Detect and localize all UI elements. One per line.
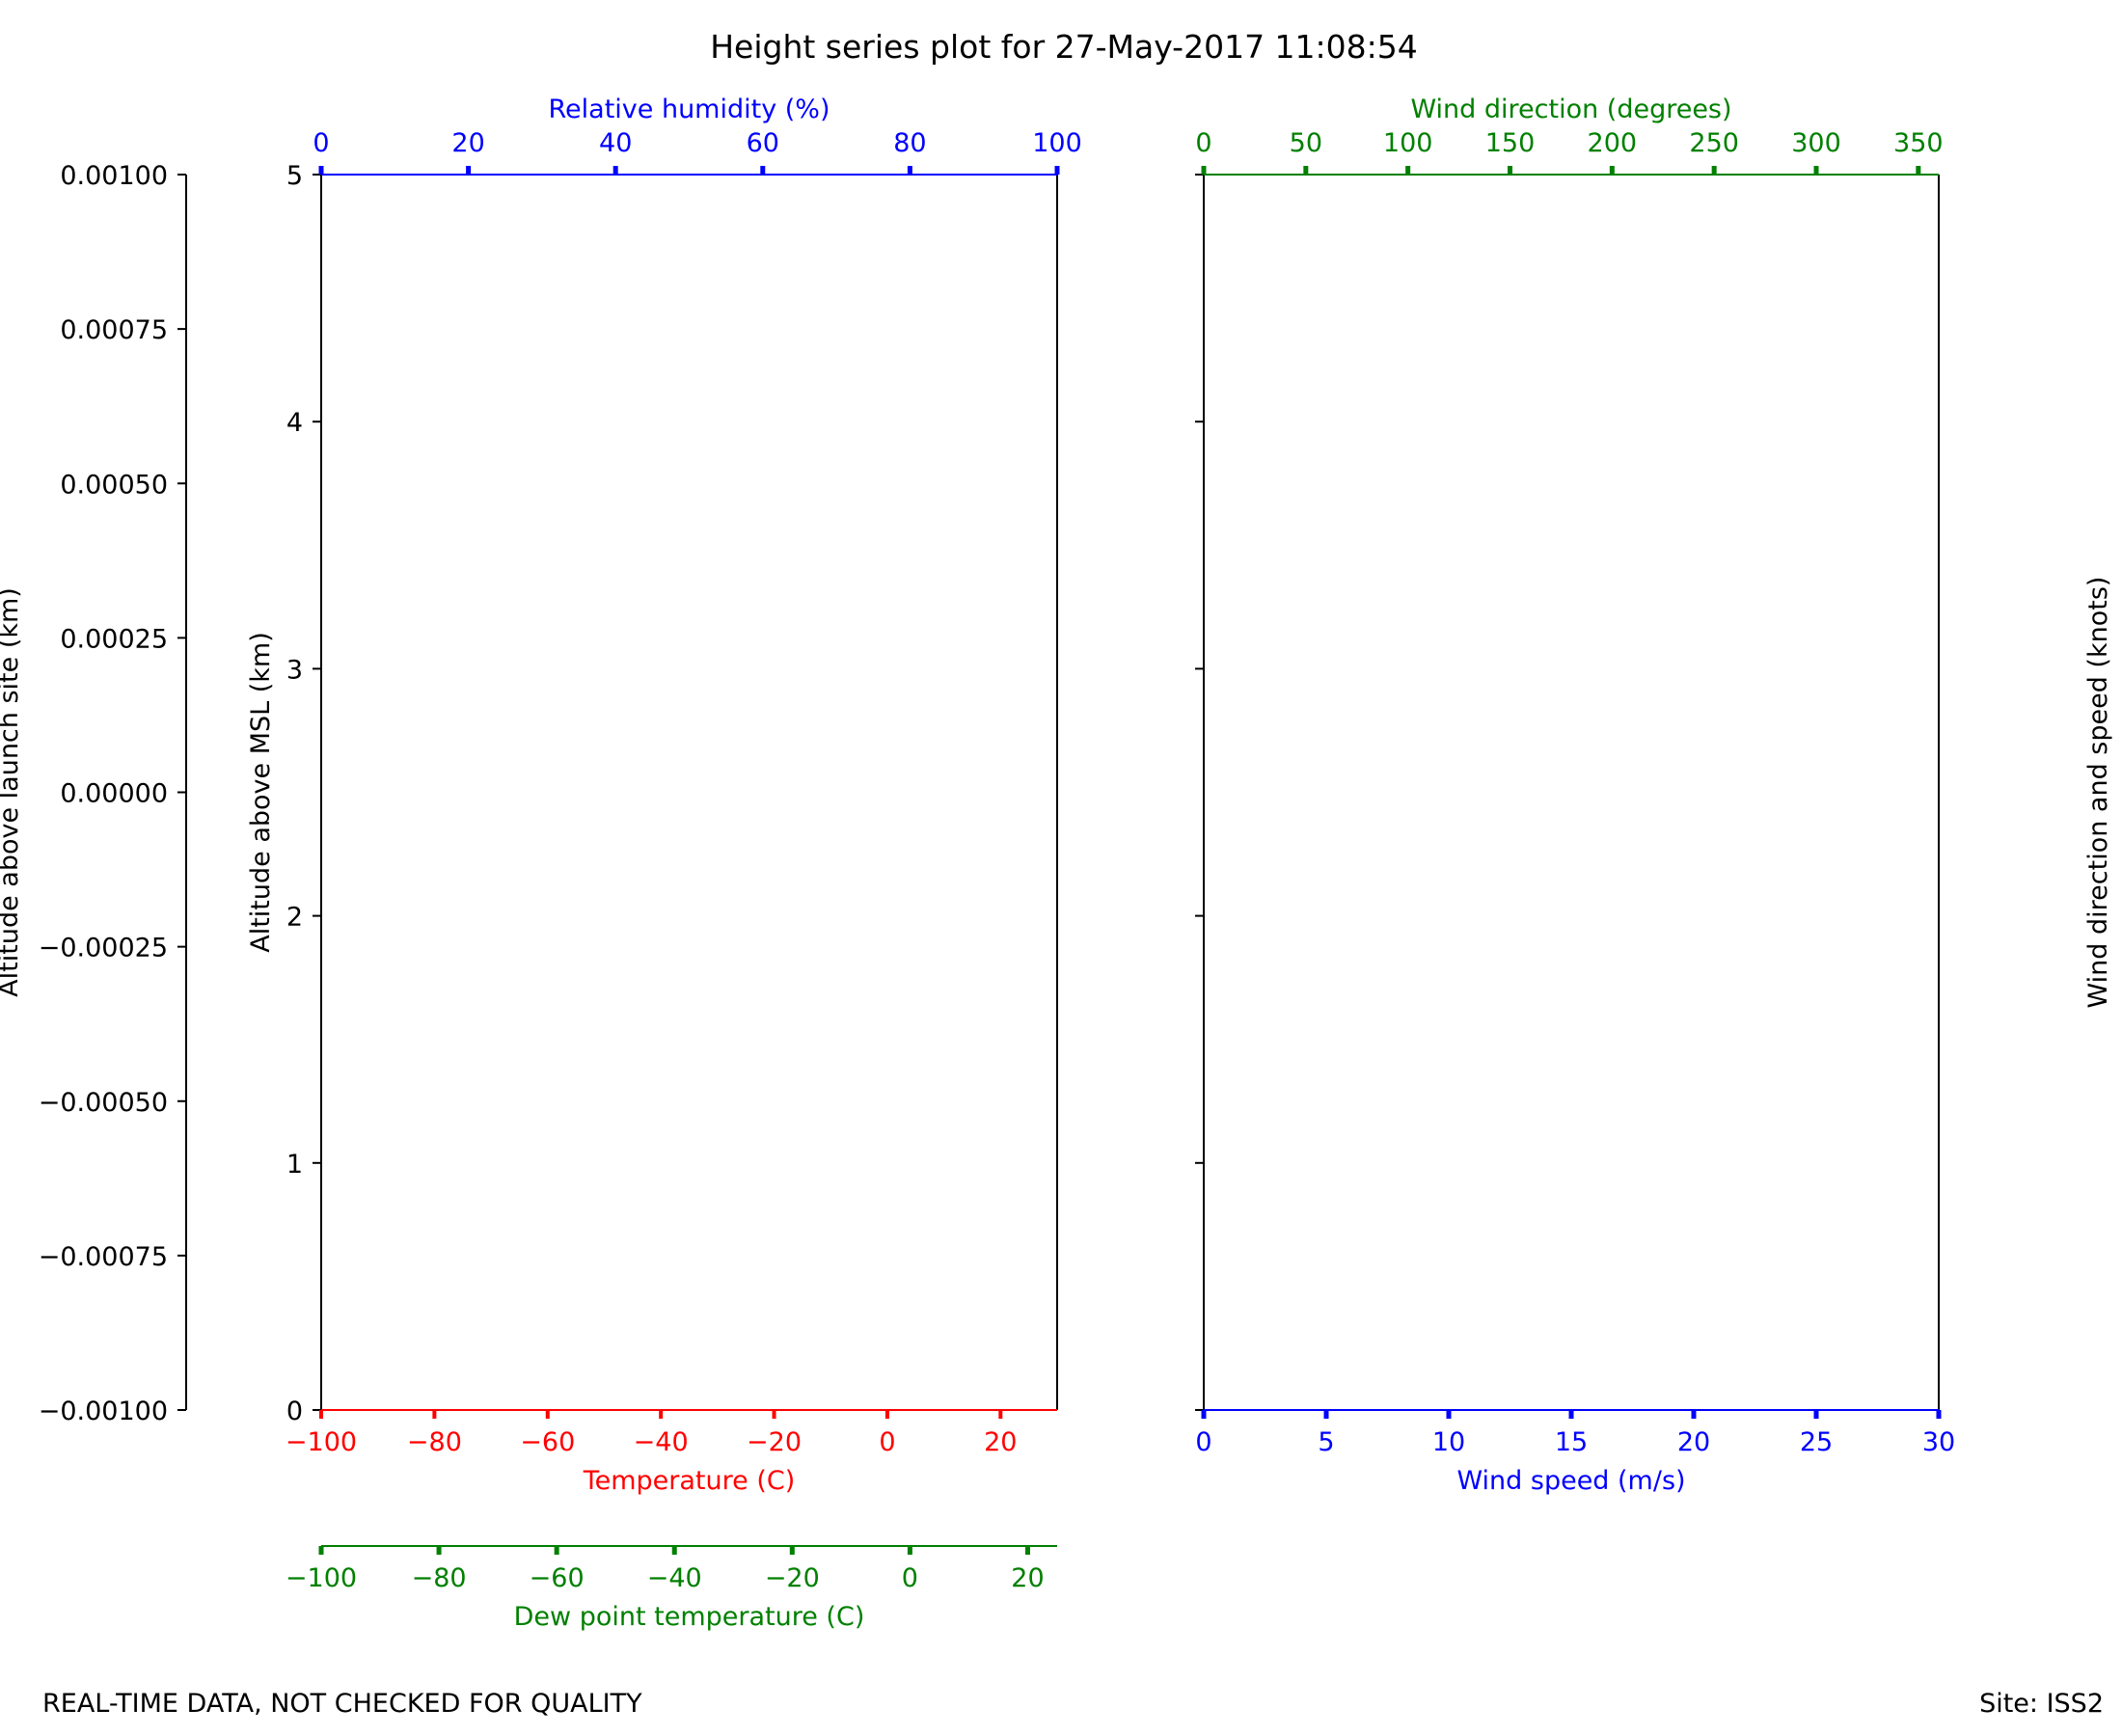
temperature-tick-label: −80 xyxy=(407,1427,462,1457)
wind-speed-tick-label: 10 xyxy=(1432,1427,1465,1457)
launch-altitude-tick-label: 0.00100 xyxy=(60,161,168,191)
msl-altitude-tick-label: 0 xyxy=(286,1397,303,1426)
wind-direction-tick-label: 350 xyxy=(1893,128,1944,158)
wind-direction-tick-label: 150 xyxy=(1485,128,1536,158)
temperature-tick-label: −60 xyxy=(520,1427,575,1457)
launch-altitude-tick-label: −0.00025 xyxy=(39,934,168,963)
rh-tick-label: 20 xyxy=(451,128,484,158)
wind-speed-tick-label: 25 xyxy=(1800,1427,1833,1457)
dew-point-axis-label: Dew point temperature (C) xyxy=(514,1602,865,1632)
rh-tick-label: 60 xyxy=(747,128,779,158)
wind-barbs-axis-label: Wind direction and speed (knots) xyxy=(2083,577,2113,1009)
launch-altitude-tick-label: −0.00075 xyxy=(39,1242,168,1272)
wind-direction-tick-label: 100 xyxy=(1383,128,1433,158)
temperature-tick-label: 0 xyxy=(879,1427,895,1457)
wind-direction-axis-label: Wind direction (degrees) xyxy=(1410,95,1731,124)
wind-speed-tick-label: 0 xyxy=(1195,1427,1211,1457)
wind-speed-tick-label: 5 xyxy=(1318,1427,1334,1457)
temperature-tick-label: −100 xyxy=(286,1427,357,1457)
dew-point-tick-label: −80 xyxy=(412,1563,467,1593)
temperature-tick-label: −20 xyxy=(747,1427,802,1457)
launch-altitude-tick-label: 0.00050 xyxy=(60,470,168,500)
wind-direction-tick-label: 300 xyxy=(1791,128,1841,158)
launch-altitude-tick-label: −0.00050 xyxy=(39,1088,168,1118)
rh-tick-label: 40 xyxy=(599,128,632,158)
footer-site-label: Site: ISS2 xyxy=(1979,1689,2104,1719)
dew-point-tick-label: −40 xyxy=(647,1563,702,1593)
launch-altitude-axis-label: Altitude above launch site (km) xyxy=(0,587,24,997)
wind-speed-tick-label: 20 xyxy=(1677,1427,1710,1457)
dew-point-tick-label: −100 xyxy=(286,1563,357,1593)
wind-speed-tick-label: 15 xyxy=(1555,1427,1588,1457)
footer-quality-note: REAL-TIME DATA, NOT CHECKED FOR QUALITY xyxy=(42,1689,642,1719)
dew-point-tick-label: 20 xyxy=(1011,1563,1044,1593)
launch-altitude-tick-label: 0.00000 xyxy=(60,779,168,809)
msl-altitude-axis-label: Altitude above MSL (km) xyxy=(246,632,276,953)
rh-tick-label: 80 xyxy=(893,128,926,158)
dew-point-tick-label: −20 xyxy=(765,1563,820,1593)
msl-altitude-tick-label: 5 xyxy=(286,161,303,191)
msl-altitude-tick-label: 1 xyxy=(286,1150,303,1180)
wind-direction-tick-label: 0 xyxy=(1195,128,1211,158)
wind-speed-tick-label: 30 xyxy=(1922,1427,1955,1457)
dew-point-tick-label: 0 xyxy=(902,1563,918,1593)
msl-altitude-tick-label: 4 xyxy=(286,408,303,438)
rh-tick-label: 100 xyxy=(1032,128,1082,158)
msl-altitude-tick-label: 2 xyxy=(286,903,303,933)
launch-altitude-tick-label: −0.00100 xyxy=(39,1397,168,1426)
wind-direction-tick-label: 200 xyxy=(1588,128,1638,158)
wind-speed-axis-label: Wind speed (m/s) xyxy=(1456,1466,1685,1496)
rh-axis-label: Relative humidity (%) xyxy=(548,95,830,124)
dew-point-tick-label: −60 xyxy=(530,1563,585,1593)
temperature-tick-label: 20 xyxy=(984,1427,1017,1457)
launch-altitude-tick-label: 0.00025 xyxy=(60,624,168,654)
launch-altitude-tick-label: 0.00075 xyxy=(60,315,168,345)
wind-direction-tick-label: 50 xyxy=(1290,128,1322,158)
thermodynamic-panel: 0 1 2 3 4 5 Altitude above MSL (km) −0.00100 −0.… xyxy=(0,95,1082,1632)
msl-altitude-tick-label: 3 xyxy=(286,655,303,685)
chart-title: Height series plot for 27-May-2017 11:08… xyxy=(710,28,1418,66)
temperature-tick-label: −40 xyxy=(634,1427,689,1457)
wind-direction-tick-label: 250 xyxy=(1689,128,1739,158)
temperature-axis-label: Temperature (C) xyxy=(583,1466,796,1496)
rh-tick-label: 0 xyxy=(313,128,329,158)
